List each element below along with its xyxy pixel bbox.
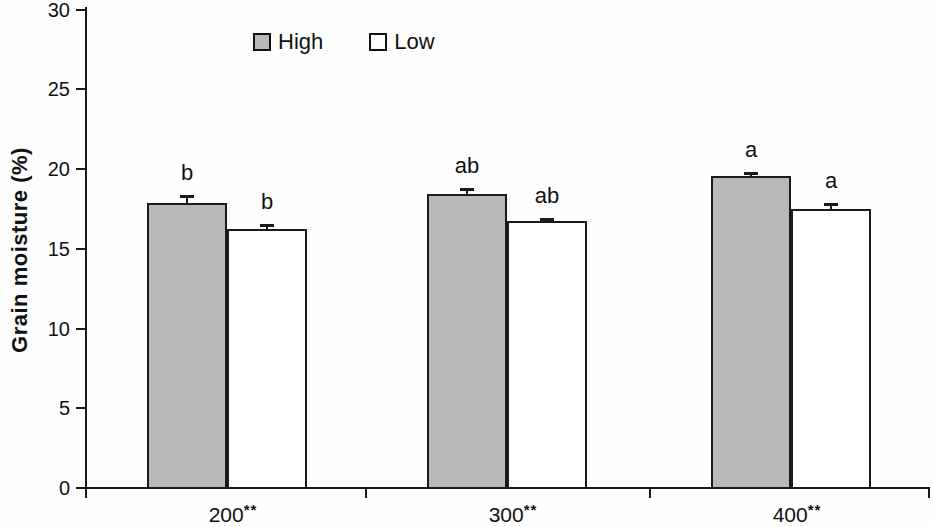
x-axis-tick	[649, 489, 651, 498]
y-axis-tick	[76, 328, 85, 330]
y-axis-tick-label: 0	[30, 478, 70, 498]
significance-asterisks: **	[524, 501, 538, 518]
y-axis-tick-label: 10	[30, 319, 70, 339]
significance-letter: a	[729, 139, 773, 161]
error-bar-cap	[540, 218, 554, 221]
significance-asterisks: **	[808, 501, 822, 518]
significance-letter: ab	[525, 185, 569, 207]
y-axis-tick-label: 20	[30, 159, 70, 179]
bar-high-400	[711, 176, 791, 489]
bar-high-300	[427, 194, 507, 489]
significance-letter: a	[809, 170, 853, 192]
y-axis-line	[85, 7, 87, 490]
bar-low-200	[227, 229, 307, 489]
y-axis-tick-label: 15	[30, 239, 70, 259]
significance-letter: b	[165, 162, 209, 184]
plot-area: 051015202530babababa200**300**400**	[0, 0, 933, 527]
x-category-label: 200**	[163, 498, 303, 525]
x-axis-tick	[365, 489, 367, 498]
significance-asterisks: **	[244, 501, 258, 518]
x-axis-tick	[928, 489, 930, 498]
bar-high-200	[147, 203, 227, 489]
x-category-label: 400**	[727, 498, 867, 525]
bar-low-400	[791, 209, 871, 489]
y-axis-tick	[76, 487, 85, 489]
y-axis-tick	[76, 9, 85, 11]
x-axis-tick	[85, 489, 87, 498]
significance-letter: b	[245, 191, 289, 213]
y-axis-tick	[76, 407, 85, 409]
error-bar-cap	[180, 195, 194, 198]
bar-low-300	[507, 221, 587, 489]
error-bar-cap	[824, 203, 838, 206]
y-axis-tick	[76, 248, 85, 250]
significance-letter: ab	[445, 155, 489, 177]
y-axis-tick	[76, 168, 85, 170]
y-axis-tick-label: 5	[30, 398, 70, 418]
y-axis-tick-label: 25	[30, 79, 70, 99]
grain-moisture-bar-chart: Grain moisture (%) High Low 051015202530…	[0, 0, 933, 527]
y-axis-tick-label: 30	[30, 0, 70, 20]
x-category-label: 300**	[443, 498, 583, 525]
error-bar-cap	[460, 188, 474, 191]
y-axis-tick	[76, 88, 85, 90]
error-bar-cap	[260, 224, 274, 227]
error-bar-cap	[744, 172, 758, 175]
